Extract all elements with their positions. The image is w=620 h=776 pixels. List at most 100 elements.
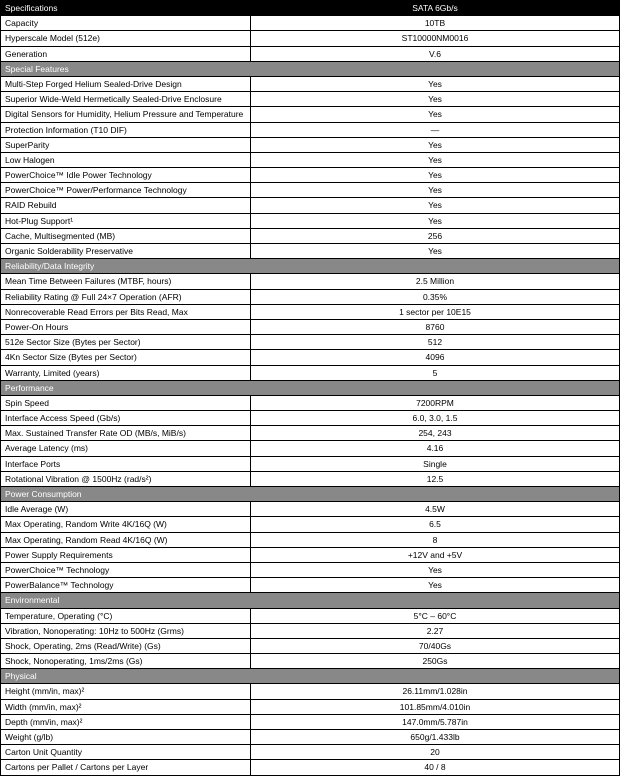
section-header: Performance <box>1 380 620 395</box>
table-row: Max. Sustained Transfer Rate OD (MB/s, M… <box>1 426 620 441</box>
table-row: Multi-Step Forged Helium Sealed-Drive De… <box>1 76 620 91</box>
table-row: Cartons per Pallet / Cartons per Layer40… <box>1 760 620 775</box>
row-value: 254, 243 <box>251 426 620 441</box>
section-title: Power Consumption <box>1 487 620 502</box>
row-label: Cartons per Pallet / Cartons per Layer <box>1 760 251 775</box>
section-title: Performance <box>1 380 620 395</box>
row-value: Yes <box>251 107 620 122</box>
row-label: Max. Sustained Transfer Rate OD (MB/s, M… <box>1 426 251 441</box>
row-value: 5°C – 60°C <box>251 608 620 623</box>
row-value: Yes <box>251 244 620 259</box>
row-value: 4.16 <box>251 441 620 456</box>
row-label: Interface Access Speed (Gb/s) <box>1 411 251 426</box>
row-value: 512 <box>251 335 620 350</box>
table-row: Carton Unit Quantity20 <box>1 745 620 760</box>
section-header: Physical <box>1 669 620 684</box>
row-value: Single <box>251 456 620 471</box>
row-label: Reliability Rating @ Full 24×7 Operation… <box>1 289 251 304</box>
table-row: RAID RebuildYes <box>1 198 620 213</box>
row-value: 650g/1.433lb <box>251 730 620 745</box>
table-row: Shock, Nonoperating, 1ms/2ms (Gs)250Gs <box>1 654 620 669</box>
row-value: 6.5 <box>251 517 620 532</box>
table-row: Protection Information (T10 DIF)— <box>1 122 620 137</box>
table-row: Shock, Operating, 2ms (Read/Write) (Gs)7… <box>1 638 620 653</box>
table-row: Warranty, Limited (years)5 <box>1 365 620 380</box>
row-value: 147.0mm/5.787in <box>251 714 620 729</box>
table-row: PowerChoice™ Idle Power TechnologyYes <box>1 168 620 183</box>
row-label: Mean Time Between Failures (MTBF, hours) <box>1 274 251 289</box>
table-row: Max Operating, Random Read 4K/16Q (W)8 <box>1 532 620 547</box>
row-label: Protection Information (T10 DIF) <box>1 122 251 137</box>
row-value: 2.27 <box>251 623 620 638</box>
row-value: 101.85mm/4.010in <box>251 699 620 714</box>
row-value: 1 sector per 10E15 <box>251 304 620 319</box>
row-label: Capacity <box>1 16 251 31</box>
section-header: Reliability/Data Integrity <box>1 259 620 274</box>
row-value: Yes <box>251 562 620 577</box>
table-header-row: Specifications SATA 6Gb/s <box>1 1 620 16</box>
row-label: Low Halogen <box>1 152 251 167</box>
table-row: Digital Sensors for Humidity, Helium Pre… <box>1 107 620 122</box>
row-label: Max Operating, Random Write 4K/16Q (W) <box>1 517 251 532</box>
row-label: Height (mm/in, max)² <box>1 684 251 699</box>
row-label: PowerChoice™ Idle Power Technology <box>1 168 251 183</box>
row-label: 512e Sector Size (Bytes per Sector) <box>1 335 251 350</box>
table-row: Organic Solderability PreservativeYes <box>1 244 620 259</box>
table-row: Capacity10TB <box>1 16 620 31</box>
table-row: Cache, Multisegmented (MB)256 <box>1 228 620 243</box>
row-label: RAID Rebuild <box>1 198 251 213</box>
row-value: 20 <box>251 745 620 760</box>
row-value: 256 <box>251 228 620 243</box>
table-row: Interface PortsSingle <box>1 456 620 471</box>
table-row: Superior Wide-Weld Hermetically Sealed-D… <box>1 92 620 107</box>
row-label: Power Supply Requirements <box>1 547 251 562</box>
row-value: 12.5 <box>251 471 620 486</box>
row-value: 10TB <box>251 16 620 31</box>
table-row: Temperature, Operating (°C)5°C – 60°C <box>1 608 620 623</box>
section-title: Reliability/Data Integrity <box>1 259 620 274</box>
section-title: Environmental <box>1 593 620 608</box>
table-row: Idle Average (W)4.5W <box>1 502 620 517</box>
table-row: Power Supply Requirements+12V and +5V <box>1 547 620 562</box>
row-label: Digital Sensors for Humidity, Helium Pre… <box>1 107 251 122</box>
table-row: 512e Sector Size (Bytes per Sector)512 <box>1 335 620 350</box>
section-header: Power Consumption <box>1 487 620 502</box>
table-row: PowerChoice™ TechnologyYes <box>1 562 620 577</box>
header-product: SATA 6Gb/s <box>251 1 620 16</box>
row-value: +12V and +5V <box>251 547 620 562</box>
section-header: Special Features <box>1 61 620 76</box>
spec-table: Specifications SATA 6Gb/s Capacity10TBHy… <box>0 0 620 776</box>
row-label: Warranty, Limited (years) <box>1 365 251 380</box>
table-row: Depth (mm/in, max)²147.0mm/5.787in <box>1 714 620 729</box>
table-row: Vibration, Nonoperating: 10Hz to 500Hz (… <box>1 623 620 638</box>
table-row: Height (mm/in, max)²26.11mm/1.028in <box>1 684 620 699</box>
row-label: Weight (g/lb) <box>1 730 251 745</box>
row-value: 26.11mm/1.028in <box>251 684 620 699</box>
table-row: Width (mm/in, max)²101.85mm/4.010in <box>1 699 620 714</box>
table-row: Rotational Vibration @ 1500Hz (rad/s²)12… <box>1 471 620 486</box>
row-label: Depth (mm/in, max)² <box>1 714 251 729</box>
section-title: Special Features <box>1 61 620 76</box>
row-value: 2.5 Million <box>251 274 620 289</box>
table-row: Max Operating, Random Write 4K/16Q (W)6.… <box>1 517 620 532</box>
row-label: Shock, Nonoperating, 1ms/2ms (Gs) <box>1 654 251 669</box>
row-label: Cache, Multisegmented (MB) <box>1 228 251 243</box>
row-label: Temperature, Operating (°C) <box>1 608 251 623</box>
row-value: Yes <box>251 198 620 213</box>
row-label: Nonrecoverable Read Errors per Bits Read… <box>1 304 251 319</box>
row-label: Vibration, Nonoperating: 10Hz to 500Hz (… <box>1 623 251 638</box>
row-label: SuperParity <box>1 137 251 152</box>
header-specifications: Specifications <box>1 1 251 16</box>
table-row: PowerBalance™ TechnologyYes <box>1 578 620 593</box>
row-label: Hot-Plug Support¹ <box>1 213 251 228</box>
row-value: Yes <box>251 137 620 152</box>
table-row: Nonrecoverable Read Errors per Bits Read… <box>1 304 620 319</box>
row-value: 6.0, 3.0, 1.5 <box>251 411 620 426</box>
row-value: V.6 <box>251 46 620 61</box>
row-label: Width (mm/in, max)² <box>1 699 251 714</box>
row-value: 5 <box>251 365 620 380</box>
row-value: — <box>251 122 620 137</box>
row-label: Average Latency (ms) <box>1 441 251 456</box>
row-value: 70/40Gs <box>251 638 620 653</box>
row-label: Rotational Vibration @ 1500Hz (rad/s²) <box>1 471 251 486</box>
